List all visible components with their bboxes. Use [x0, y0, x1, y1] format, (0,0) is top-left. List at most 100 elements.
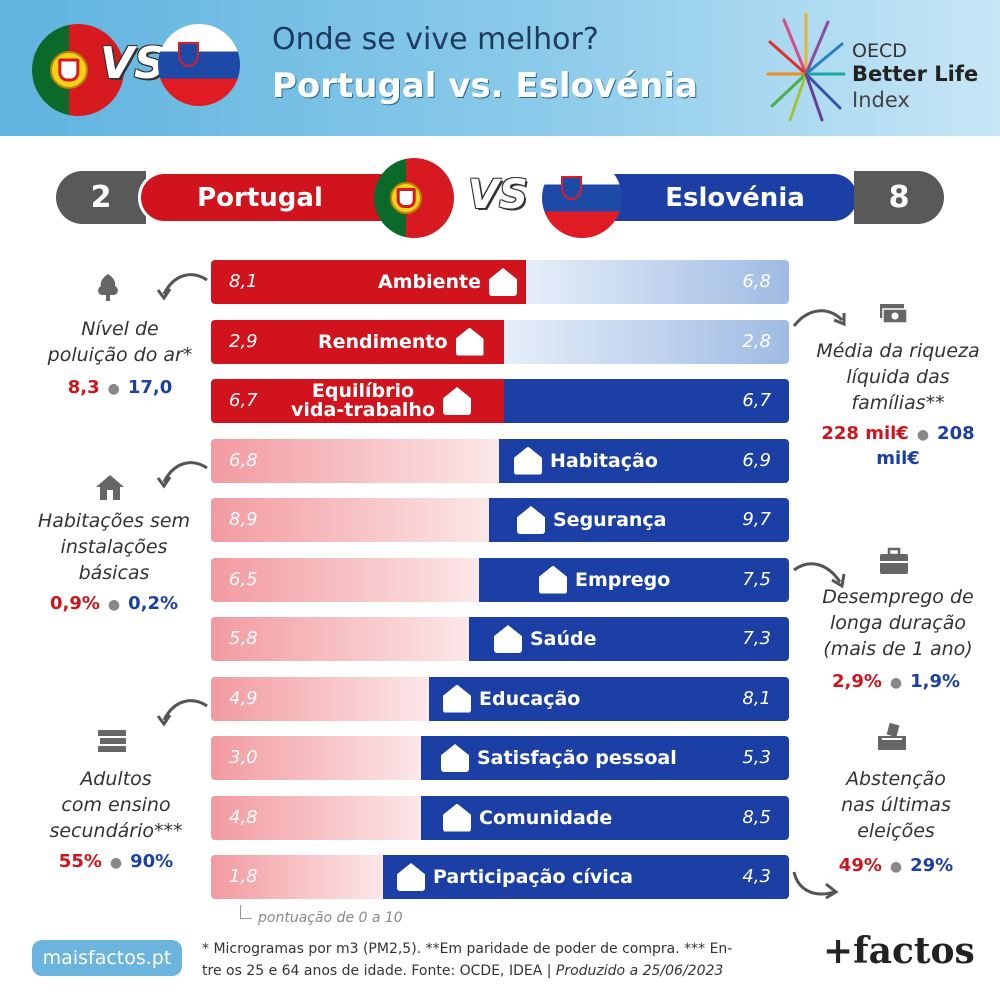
portugal-value: 2,9	[229, 330, 258, 352]
portugal-bar	[211, 557, 479, 602]
air-values: 8,3 ● 17,0	[67, 377, 173, 398]
portugal-name: Portugal	[197, 182, 323, 213]
house-gray-icon	[96, 475, 124, 500]
comparison-row: 6,8 6,9 Habitação	[211, 438, 789, 483]
people-icon	[443, 803, 471, 832]
abstention-values: 49% ● 29%	[838, 855, 954, 876]
portugal-bar	[211, 736, 421, 780]
housing-values: 0,9% ● 0,2%	[49, 593, 179, 614]
header-title: Portugal vs. Eslovénia	[272, 66, 698, 106]
portugal-value: 8,1	[229, 271, 258, 292]
portugal-flag-icon	[32, 24, 124, 116]
books-gray-icon	[98, 730, 126, 752]
comparison-row: 5,8 7,3 Saúde	[211, 617, 789, 661]
slovenia-value: 7,3	[742, 628, 771, 649]
briefcase-gray-icon	[880, 547, 908, 574]
arrow-housing-icon	[156, 461, 208, 489]
scale-mark	[240, 905, 252, 919]
slovenia-bar	[504, 379, 789, 423]
category-label-text: Equilíbrio vida-trabalho	[291, 380, 435, 421]
slovenia-value: 4,3	[742, 866, 771, 887]
slovenia-flag-icon	[158, 24, 240, 106]
ballot-icon	[397, 863, 425, 891]
category-label: Saúde	[494, 617, 597, 661]
portugal-bar	[211, 260, 526, 304]
scoreboard-vs: VS	[468, 172, 528, 218]
slovenia-name: Eslovénia	[665, 182, 805, 213]
brand-logo: +factos	[823, 930, 975, 972]
comparison-row: 4,8 8,5 Comunidade	[211, 795, 789, 840]
slovenia-value: 6,8	[742, 271, 771, 292]
slovenia-bar	[469, 617, 789, 661]
portugal-bar	[211, 617, 469, 661]
slovenia-value: 9,7	[742, 509, 771, 530]
portugal-bar	[211, 855, 383, 899]
comparison-row: 8,9 9,7 Segurança	[211, 498, 789, 542]
slovenia-value: 7,5	[742, 568, 771, 590]
category-label-text: Educação	[479, 687, 581, 710]
category-label-text: Participação cívica	[433, 866, 633, 888]
air-note: Nível de poluição do ar*	[47, 318, 193, 366]
slovenia-bar	[421, 795, 789, 840]
site-link[interactable]: maisfactos.pt	[32, 940, 182, 976]
category-label: Equilíbrio vida-trabalho	[291, 379, 471, 423]
comparison-row: 2,9 2,8 Rendimento	[211, 319, 789, 364]
category-label-text: Emprego	[575, 568, 671, 591]
unemployment-values: 2,9% ● 1,9%	[831, 671, 961, 692]
oecd-label-2: Better Life	[852, 62, 979, 86]
books-icon	[443, 684, 471, 713]
ballot-gray-icon	[878, 722, 906, 750]
tree-gray-icon	[98, 274, 118, 301]
vs-label: VS	[100, 38, 166, 89]
housing-note: Habitações sem instalações básicas	[37, 510, 191, 584]
portugal-value: 4,9	[229, 687, 258, 709]
category-label: Educação	[443, 677, 580, 721]
slovenia-flag-small-icon	[542, 158, 622, 238]
category-label: Rendimento	[318, 320, 484, 364]
slovenia-bar	[499, 438, 789, 483]
briefcase-icon	[539, 565, 567, 594]
footnote: * Microgramas por m3 (PM2,5). **Em parid…	[202, 941, 733, 979]
oecd-label-3: Index	[852, 88, 910, 112]
category-label-text: Rendimento	[318, 330, 448, 353]
arrow-abstention-icon	[792, 871, 839, 900]
slovenia-value: 5,3	[742, 747, 771, 768]
category-label-text: Comunidade	[479, 806, 613, 829]
portugal-value: 8,9	[229, 509, 258, 530]
comparison-row: 6,7 6,7 Equilíbrio vida-trabalho	[211, 379, 789, 423]
category-label: Satisfação pessoal	[441, 736, 677, 780]
slovenia-bar	[429, 676, 789, 721]
category-label: Participação cívica	[397, 855, 633, 899]
comparison-row: 6,5 7,5 Emprego	[211, 557, 789, 602]
slovenia-bar	[383, 855, 789, 899]
education-note: Adultos com ensino secundário***	[49, 768, 183, 842]
slovenia-value: 8,1	[742, 687, 771, 709]
category-label: Emprego	[539, 558, 670, 602]
abstention-note: Abstenção nas últimas eleições	[841, 768, 951, 842]
police-icon	[517, 506, 545, 534]
portugal-value: 4,8	[229, 806, 258, 828]
oecd-burst-icon	[766, 12, 846, 122]
slovenia-score: 8	[854, 171, 944, 224]
unemployment-note: Desemprego de longa duração (mais de 1 ano…	[822, 586, 974, 660]
wealth-values: 228 mil€ ● 208 mil€	[821, 423, 975, 469]
portugal-value: 3,0	[229, 747, 258, 768]
portugal-bar	[211, 319, 504, 364]
category-label-text: Habitação	[550, 449, 658, 472]
category-label: Segurança	[517, 498, 667, 542]
person-happy-icon	[441, 744, 469, 772]
header-question: Onde se vive melhor?	[272, 22, 599, 57]
arrow-air-icon	[156, 273, 208, 301]
arrow-unemployment-icon	[793, 562, 846, 589]
wealth-note: Média da riqueza líquida das famílias**	[816, 340, 980, 414]
slovenia-bar	[504, 319, 789, 364]
comparison-row: 1,8 4,3 Participação cívica	[211, 855, 789, 899]
portugal-value: 6,7	[229, 390, 258, 411]
doctor-icon	[494, 625, 522, 653]
category-label: Habitação	[514, 439, 658, 483]
category-label-text: Segurança	[553, 509, 667, 531]
category-label: Ambiente	[378, 260, 517, 304]
comparison-row: 8,1 6,8 Ambiente	[211, 260, 789, 304]
portugal-value: 5,8	[229, 628, 258, 649]
